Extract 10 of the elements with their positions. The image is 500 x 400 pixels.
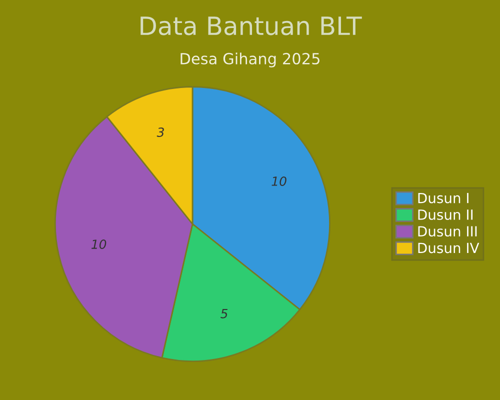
legend-label: Dusun II (418, 210, 473, 220)
chart-title: Data Bantuan BLT (140, 16, 362, 36)
legend-label: Dusun III (418, 226, 477, 237)
data-label: 10 (91, 240, 106, 250)
data-label: 5 (220, 309, 228, 318)
legend-label: Dusun I (418, 192, 468, 204)
chart-subtitle: Desa Gihang 2025 (180, 52, 320, 68)
data-label: 10 (272, 176, 286, 186)
data-label: 3 (156, 127, 164, 137)
legend-label: Dusun IV (418, 242, 480, 254)
